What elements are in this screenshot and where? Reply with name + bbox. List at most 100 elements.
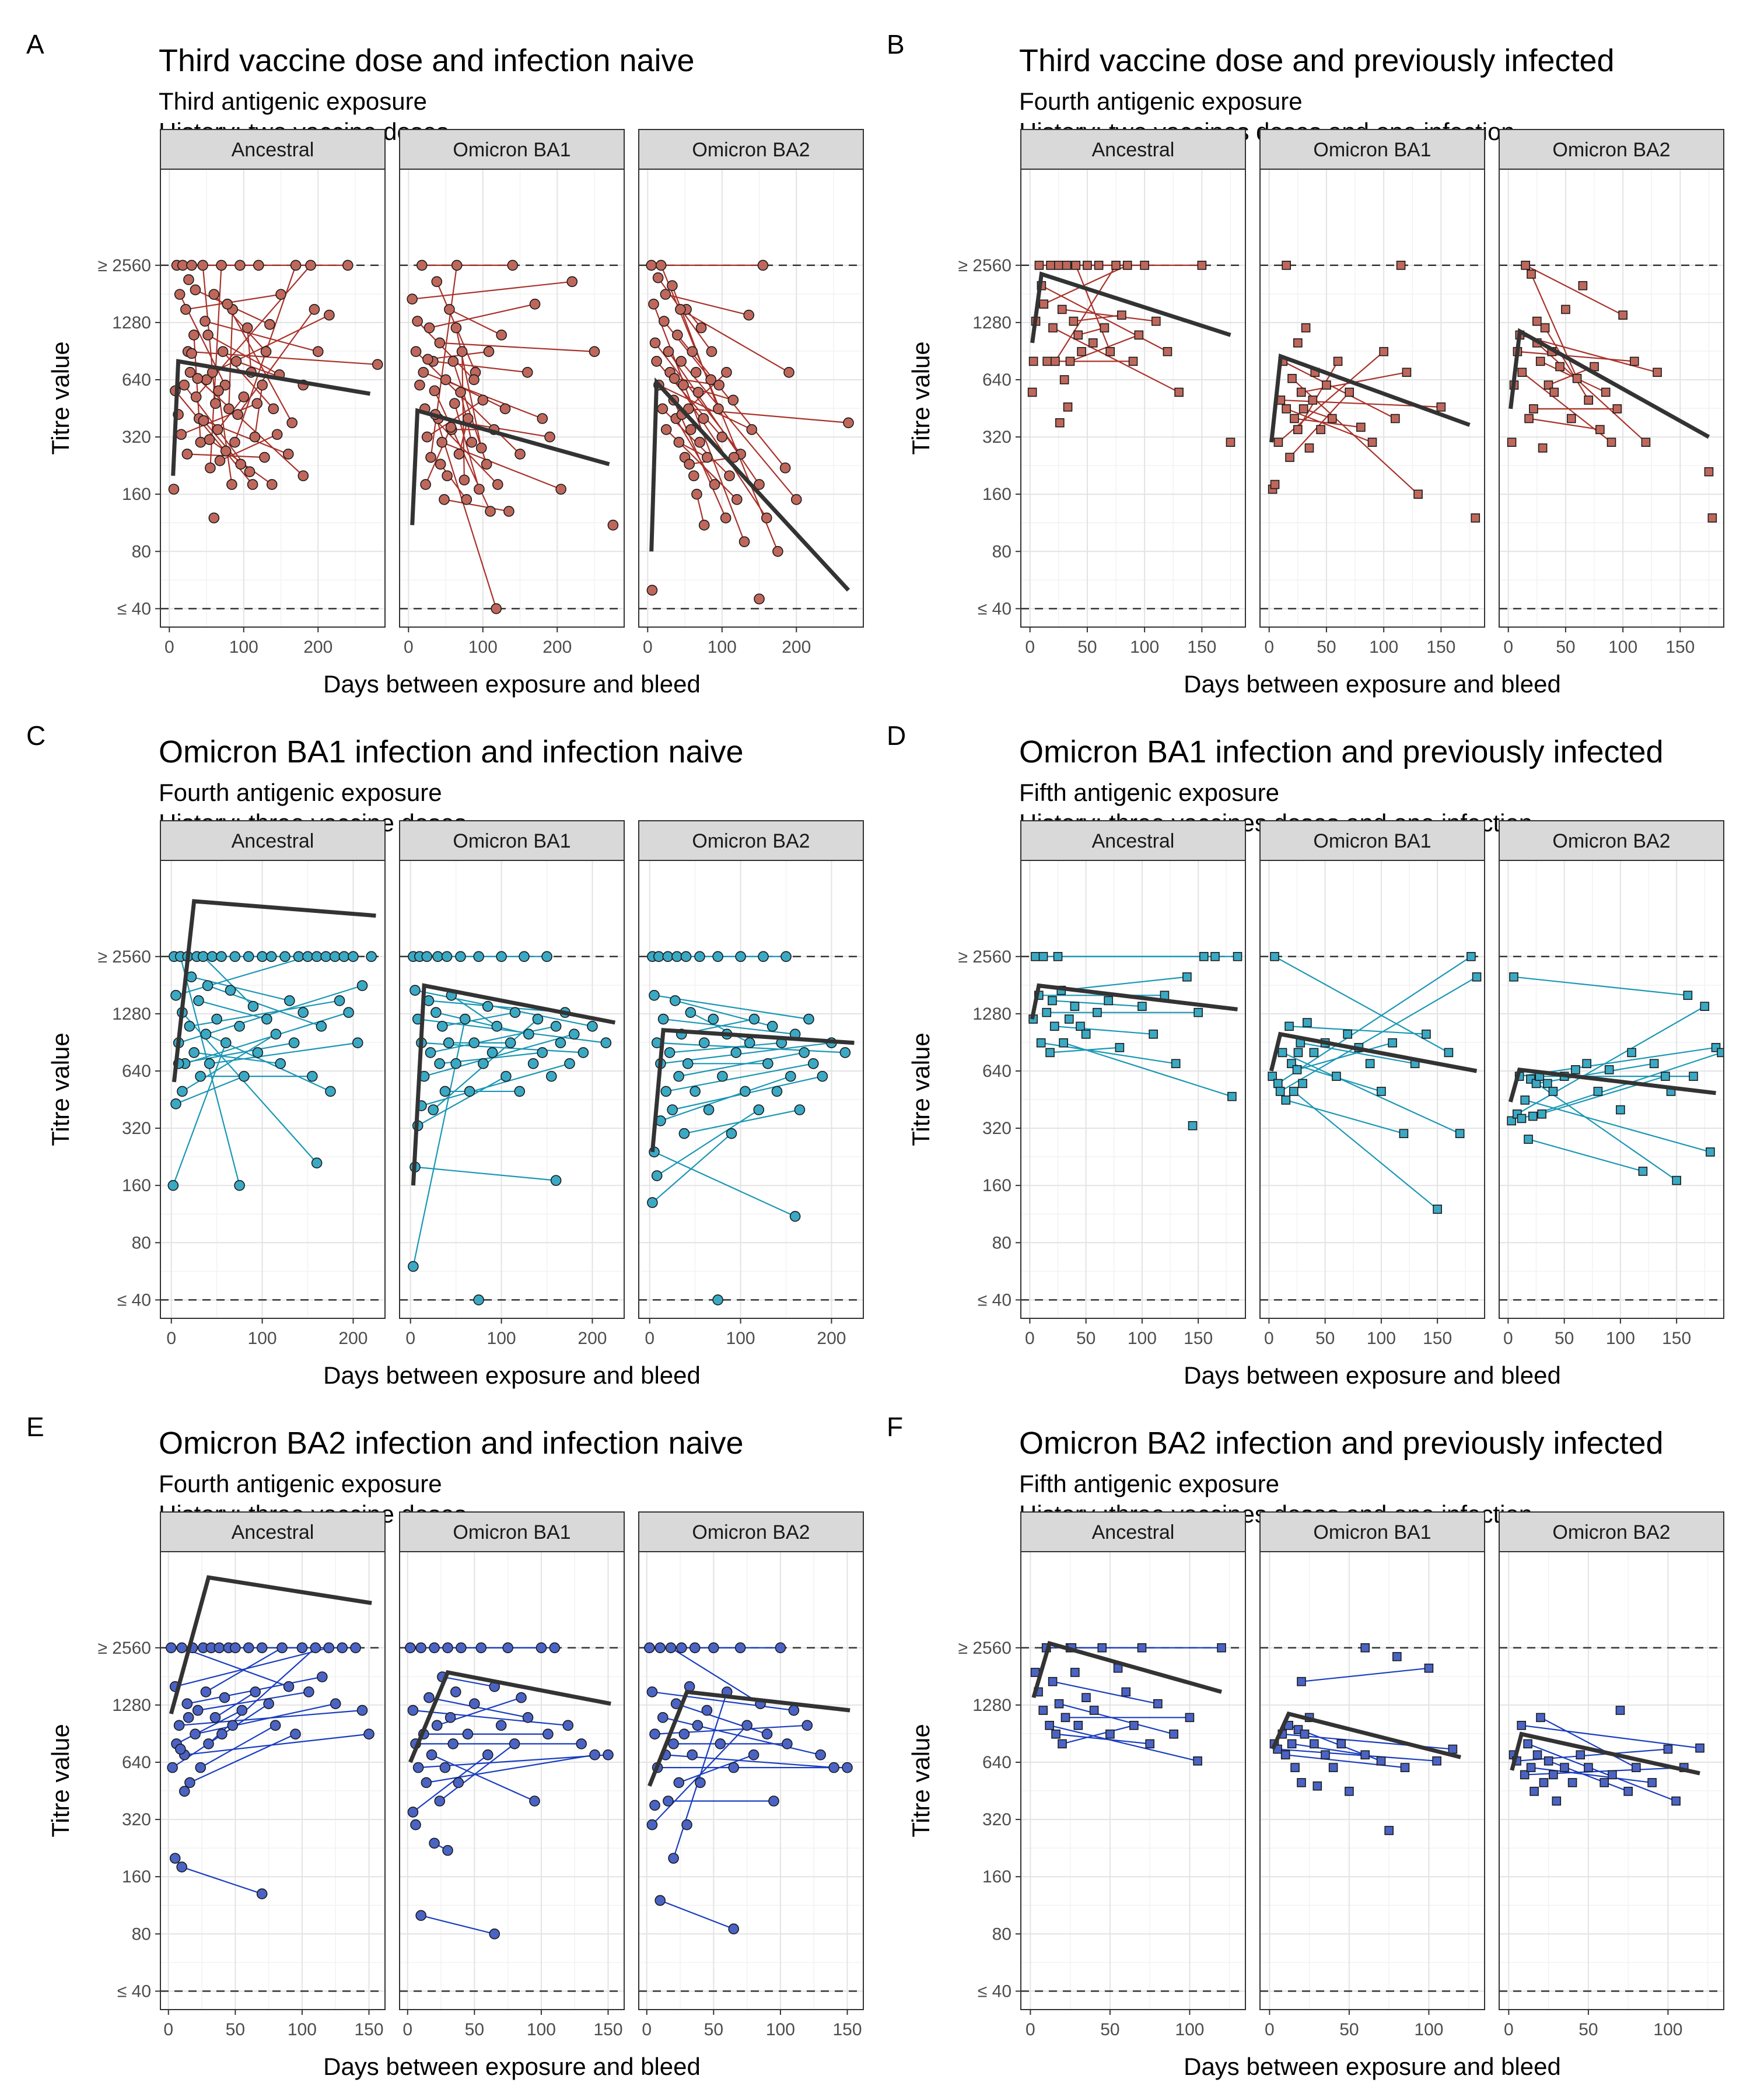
data-point bbox=[1328, 1763, 1338, 1772]
data-point bbox=[188, 330, 200, 341]
panel-e: E Omicron BA2 infection and infection nai… bbox=[26, 1412, 864, 2080]
data-point bbox=[1509, 972, 1518, 982]
data-point bbox=[815, 1749, 826, 1760]
data-point bbox=[1629, 356, 1639, 366]
paired-sample-line bbox=[237, 309, 315, 415]
model-fit-line bbox=[1270, 1711, 1461, 1759]
x-tick-label: 0 bbox=[1026, 2020, 1035, 2039]
paired-sample-line bbox=[1540, 1717, 1637, 1769]
data-point bbox=[469, 1698, 480, 1709]
x-tick-label: 100 bbox=[229, 638, 258, 657]
facet-background bbox=[639, 1552, 863, 2010]
model-fit-line bbox=[1031, 1640, 1222, 1699]
facet-plot-area bbox=[1260, 1552, 1485, 2010]
data-point bbox=[649, 989, 660, 1001]
data-point bbox=[654, 1642, 666, 1654]
paired-sample-line bbox=[451, 995, 498, 1027]
data-point bbox=[1327, 414, 1337, 424]
data-point bbox=[549, 1642, 561, 1654]
data-point bbox=[1054, 260, 1063, 270]
facet: Omicron BA2 0 100 200 bbox=[638, 129, 864, 657]
data-point bbox=[1542, 1079, 1552, 1088]
x-tick-label: 200 bbox=[303, 638, 332, 657]
paired-sample-line bbox=[684, 1109, 800, 1135]
paired-sample-line bbox=[172, 1042, 227, 1186]
paired-sample-line bbox=[1303, 408, 1333, 419]
data-point bbox=[418, 367, 429, 378]
data-point bbox=[681, 1819, 692, 1831]
data-point bbox=[1641, 438, 1651, 447]
data-point bbox=[238, 391, 250, 402]
data-point bbox=[200, 316, 211, 327]
paired-sample-line bbox=[669, 1042, 782, 1054]
model-fit-line bbox=[408, 1670, 611, 1763]
data-point bbox=[208, 512, 220, 524]
data-point bbox=[431, 1720, 443, 1731]
data-point bbox=[1297, 1676, 1306, 1686]
data-point bbox=[243, 1642, 254, 1654]
data-point bbox=[727, 394, 739, 406]
facet-label: Omicron BA2 bbox=[1552, 139, 1670, 161]
data-point bbox=[1036, 1038, 1046, 1048]
x-tick-label: 150 bbox=[1662, 1329, 1691, 1348]
data-point bbox=[503, 506, 514, 517]
data-point bbox=[1298, 404, 1308, 414]
facet: Omicron BA1 0 50 100 150 bbox=[1259, 129, 1485, 657]
y-tick-label: 320 bbox=[122, 1119, 151, 1138]
paired-sample-line bbox=[181, 402, 258, 435]
data-point bbox=[290, 1728, 301, 1740]
data-point bbox=[334, 995, 345, 1006]
data-point bbox=[1059, 1038, 1068, 1048]
panel-b: B Third vaccine dose and previously infec… bbox=[887, 29, 1724, 698]
data-point bbox=[235, 459, 246, 470]
data-point bbox=[1163, 346, 1172, 356]
data-point bbox=[466, 436, 477, 448]
y-tick-label: 1280 bbox=[112, 1696, 151, 1715]
data-point bbox=[1308, 396, 1318, 405]
paired-sample-line bbox=[174, 1647, 330, 1688]
data-point bbox=[1537, 1109, 1546, 1119]
data-point bbox=[251, 398, 263, 410]
panel-subtitle: Fourth antigenic exposure bbox=[1019, 88, 1303, 115]
data-point bbox=[649, 337, 661, 349]
data-point bbox=[701, 1704, 713, 1716]
facet-background bbox=[1021, 169, 1245, 627]
y-tick-label: 1280 bbox=[112, 313, 151, 332]
data-point bbox=[1048, 1676, 1058, 1686]
data-point bbox=[439, 1762, 451, 1773]
data-point bbox=[1104, 996, 1113, 1006]
data-point bbox=[1390, 414, 1400, 424]
facet-border bbox=[638, 1551, 864, 2010]
data-point bbox=[296, 1642, 308, 1654]
data-point bbox=[1392, 1652, 1402, 1661]
data-point bbox=[501, 1070, 512, 1082]
data-point bbox=[450, 1058, 461, 1069]
facet-border bbox=[1499, 860, 1724, 1319]
data-point bbox=[1316, 425, 1325, 435]
data-point bbox=[1063, 402, 1073, 412]
paired-sample-line bbox=[1300, 1042, 1415, 1065]
data-point bbox=[451, 260, 463, 271]
data-point bbox=[422, 354, 433, 365]
paired-sample-line bbox=[429, 1697, 528, 1718]
data-point bbox=[257, 951, 268, 963]
data-point bbox=[431, 276, 443, 288]
data-point bbox=[1444, 1048, 1454, 1058]
data-point bbox=[247, 479, 258, 490]
paired-sample-line bbox=[690, 1012, 750, 1044]
data-point bbox=[407, 1704, 419, 1716]
data-point bbox=[1268, 1072, 1277, 1081]
data-point bbox=[1638, 1167, 1648, 1176]
data-point bbox=[1304, 443, 1314, 453]
data-point bbox=[324, 309, 335, 321]
data-point bbox=[298, 1007, 309, 1018]
data-point bbox=[305, 260, 316, 271]
data-point bbox=[1576, 1750, 1586, 1760]
data-point bbox=[544, 431, 555, 443]
data-point bbox=[173, 1720, 185, 1731]
model-fit-line bbox=[1030, 271, 1231, 344]
model-fit-line bbox=[1030, 983, 1238, 1020]
data-point bbox=[421, 431, 433, 443]
data-point bbox=[489, 1929, 501, 1940]
x-tick-label: 200 bbox=[338, 1329, 368, 1348]
